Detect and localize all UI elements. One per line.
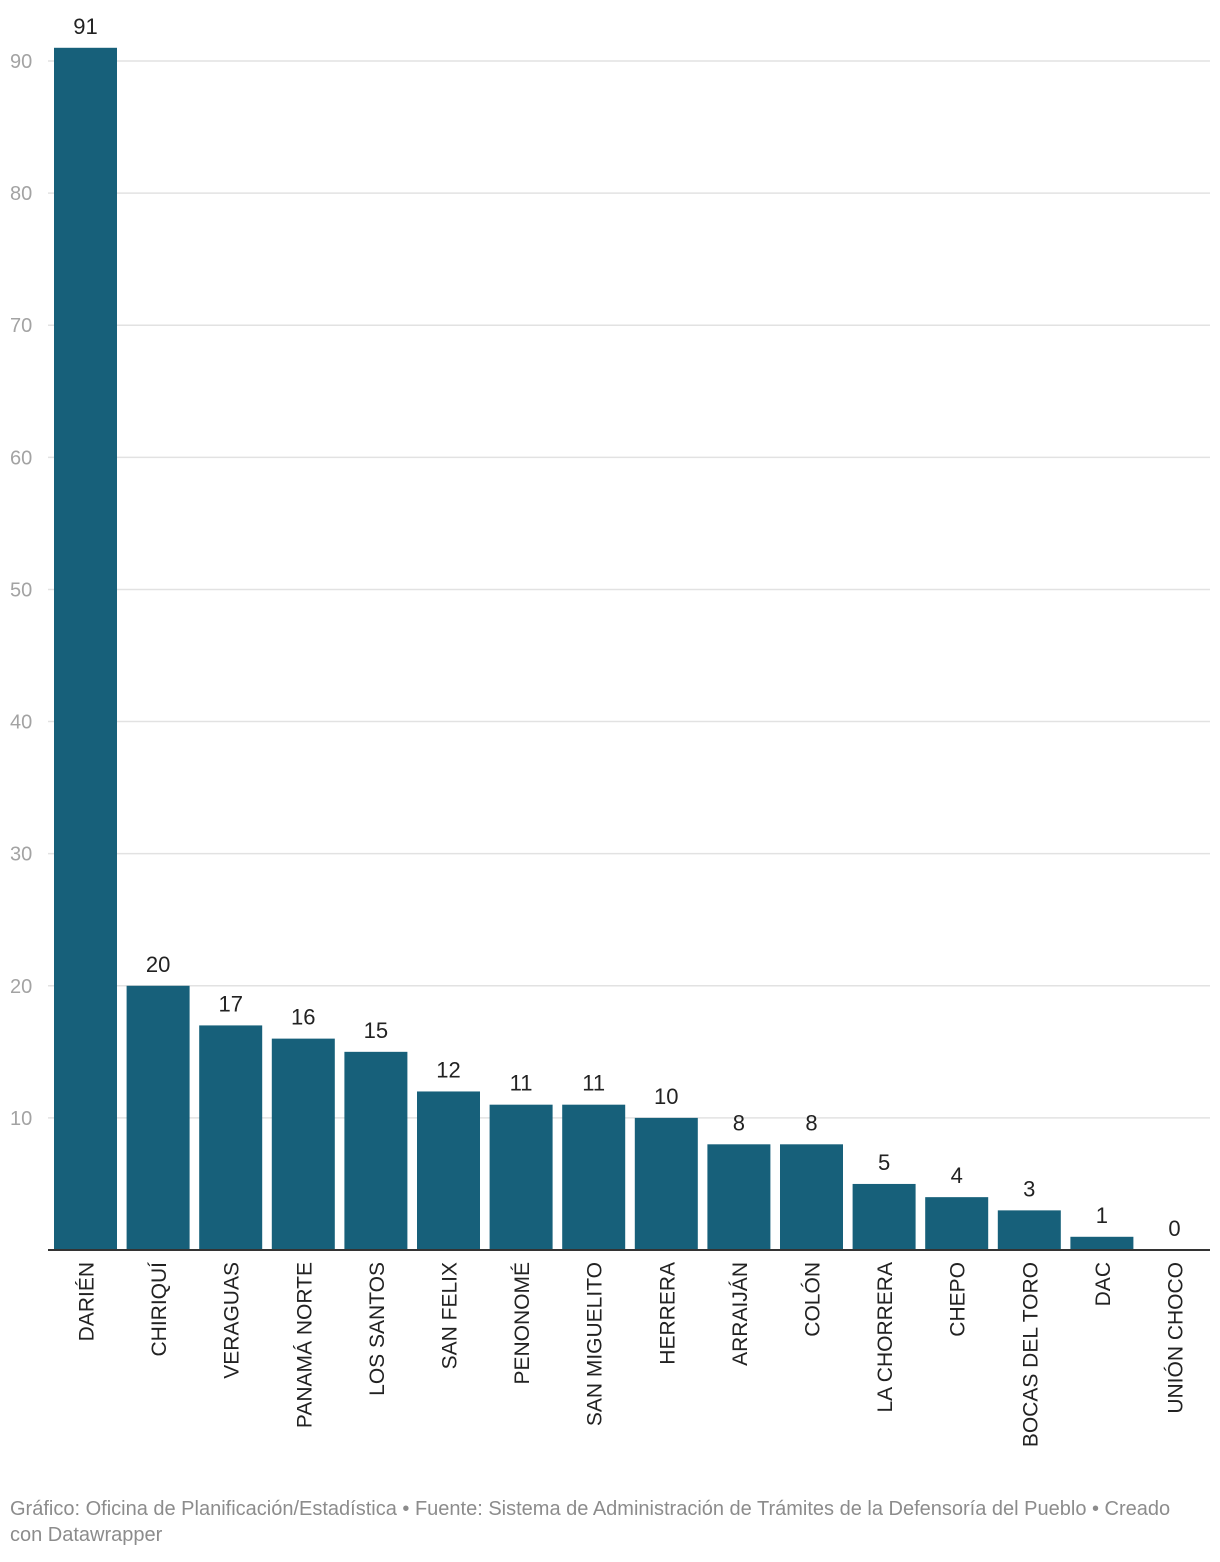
- bar: [852, 1183, 916, 1250]
- category-label: VERAGUAS: [221, 1262, 244, 1379]
- value-label: 8: [805, 1110, 817, 1135]
- bar: [562, 1104, 626, 1250]
- value-label: 15: [364, 1018, 388, 1043]
- category-label: UNIÓN CHOCO: [1165, 1262, 1188, 1414]
- category-label: BOCAS DEL TORO: [1019, 1262, 1042, 1447]
- y-tick-label: 10: [10, 1108, 32, 1130]
- value-label: 20: [146, 952, 170, 977]
- value-label: 5: [878, 1150, 890, 1175]
- category-label: DAC: [1092, 1262, 1115, 1306]
- bar: [54, 47, 117, 1250]
- value-label: 8: [733, 1110, 745, 1135]
- category-label: PANAMÁ NORTE: [293, 1262, 316, 1428]
- category-label: LA CHORRERA: [874, 1262, 897, 1413]
- bar: [1070, 1236, 1134, 1250]
- bar: [925, 1197, 989, 1250]
- bar: [780, 1144, 843, 1250]
- category-label: CHEPO: [947, 1262, 970, 1337]
- value-label: 0: [1168, 1216, 1180, 1241]
- value-label: 11: [582, 1071, 605, 1096]
- value-label: 4: [951, 1163, 963, 1188]
- bar: [126, 985, 190, 1250]
- category-label: SAN FELIX: [439, 1262, 462, 1369]
- bars: [54, 47, 1134, 1250]
- y-tick-label: 50: [10, 579, 32, 601]
- bar: [417, 1091, 480, 1250]
- bar: [997, 1210, 1061, 1250]
- y-tick-label: 20: [10, 976, 32, 998]
- category-label: DARIÉN: [76, 1262, 99, 1341]
- value-label: 12: [436, 1057, 460, 1082]
- value-label: 10: [654, 1084, 678, 1109]
- y-tick-label: 80: [10, 183, 32, 205]
- bar: [634, 1117, 698, 1250]
- bar: [489, 1104, 553, 1250]
- category-label: COLÓN: [802, 1262, 825, 1337]
- value-label: 91: [73, 14, 97, 39]
- category-label: PENONOMÉ: [511, 1262, 534, 1385]
- bar: [271, 1038, 335, 1250]
- value-label: 11: [510, 1071, 533, 1096]
- bar: [707, 1144, 771, 1250]
- category-labels: DARIÉN CHIRIQUÍ VERAGUAS PANAMÁ NORTE LOS SA…: [48, 1249, 1210, 1447]
- y-tick-label: 70: [10, 315, 32, 337]
- value-label: 1: [1096, 1203, 1108, 1228]
- gridlines: 10 20 30 40 50 60 70 80 90: [10, 51, 1210, 1130]
- y-tick-label: 90: [10, 51, 32, 73]
- value-label: 3: [1023, 1176, 1035, 1201]
- category-label: CHIRIQUÍ: [148, 1262, 171, 1357]
- y-tick-label: 60: [10, 447, 32, 469]
- bar: [344, 1051, 408, 1250]
- category-label: HERRERA: [656, 1262, 679, 1365]
- chart-footer: Gráfico: Oficina de Planificación/Estadí…: [10, 1498, 1171, 1546]
- category-label: SAN MIGUELITO: [584, 1262, 607, 1426]
- value-label: 17: [218, 991, 242, 1016]
- category-label: LOS SANTOS: [366, 1262, 389, 1396]
- y-tick-label: 30: [10, 844, 32, 866]
- category-label: ARRAIJÁN: [729, 1262, 752, 1366]
- value-label: 16: [291, 1005, 315, 1030]
- bar: [199, 1025, 263, 1250]
- y-tick-label: 40: [10, 712, 32, 734]
